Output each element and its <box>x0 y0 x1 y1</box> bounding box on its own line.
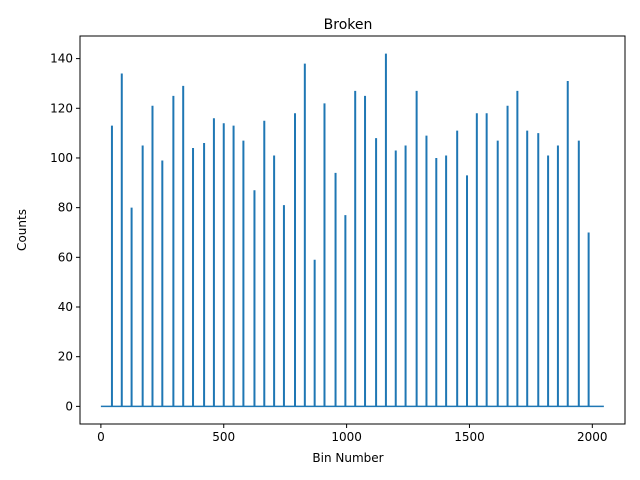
y-axis-label: Counts <box>15 209 29 251</box>
chart-title: Broken <box>324 17 373 33</box>
x-tick-label: 500 <box>212 430 235 444</box>
y-tick-label: 100 <box>50 151 73 165</box>
y-tick-label: 60 <box>58 250 73 264</box>
x-axis-label: Bin Number <box>312 451 383 465</box>
x-tick-label: 1000 <box>331 430 362 444</box>
y-tick-label: 140 <box>50 52 73 66</box>
x-axis: 0 500 1000 1500 2000 <box>97 424 608 444</box>
y-tick-label: 0 <box>65 399 73 413</box>
y-tick-label: 20 <box>58 350 73 364</box>
y-tick-label: 80 <box>58 201 73 215</box>
y-tick-label: 40 <box>58 300 73 314</box>
y-axis: 0 20 40 60 80 100 120 140 <box>50 52 80 413</box>
plot-frame <box>79 35 626 425</box>
y-tick-label: 120 <box>50 101 73 115</box>
plot-area <box>100 53 604 408</box>
x-tick-label: 1500 <box>454 430 485 444</box>
x-tick-label: 0 <box>97 430 105 444</box>
x-tick-label: 2000 <box>577 430 608 444</box>
